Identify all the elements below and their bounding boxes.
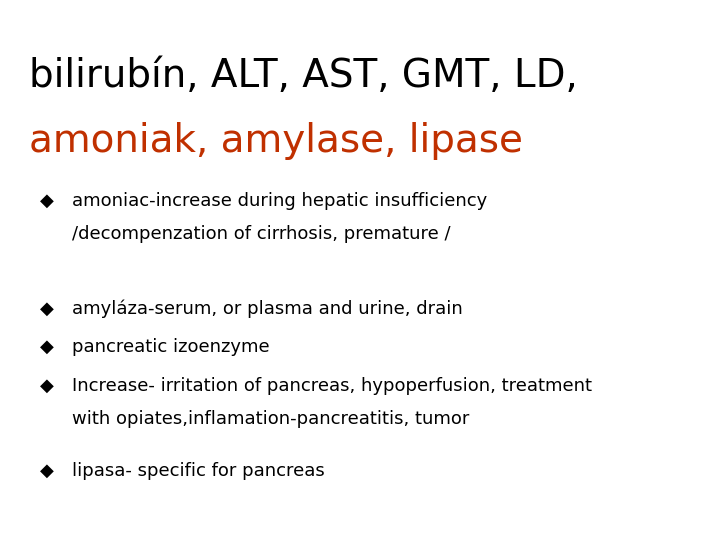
Text: ◆: ◆: [40, 300, 53, 318]
Text: amoniak, amylase, lipase: amoniak, amylase, lipase: [29, 122, 523, 159]
Text: ◆: ◆: [40, 338, 53, 356]
Text: with opiates,inflamation-pancreatitis, tumor: with opiates,inflamation-pancreatitis, t…: [72, 410, 469, 428]
Text: lipasa- specific for pancreas: lipasa- specific for pancreas: [72, 462, 325, 480]
Text: ◆: ◆: [40, 192, 53, 210]
Text: amyláza-serum, or plasma and urine, drain: amyláza-serum, or plasma and urine, drai…: [72, 300, 463, 318]
Text: ◆: ◆: [40, 462, 53, 480]
Text: Increase- irritation of pancreas, hypoperfusion, treatment: Increase- irritation of pancreas, hypope…: [72, 377, 592, 395]
Text: pancreatic izoenzyme: pancreatic izoenzyme: [72, 338, 269, 356]
Text: bilirubín, ALT, AST, GMT, LD,: bilirubín, ALT, AST, GMT, LD,: [29, 57, 577, 94]
Text: /decompenzation of cirrhosis, premature /: /decompenzation of cirrhosis, premature …: [72, 225, 451, 243]
Text: ◆: ◆: [40, 377, 53, 395]
Text: amoniac-increase during hepatic insufficiency: amoniac-increase during hepatic insuffic…: [72, 192, 487, 210]
